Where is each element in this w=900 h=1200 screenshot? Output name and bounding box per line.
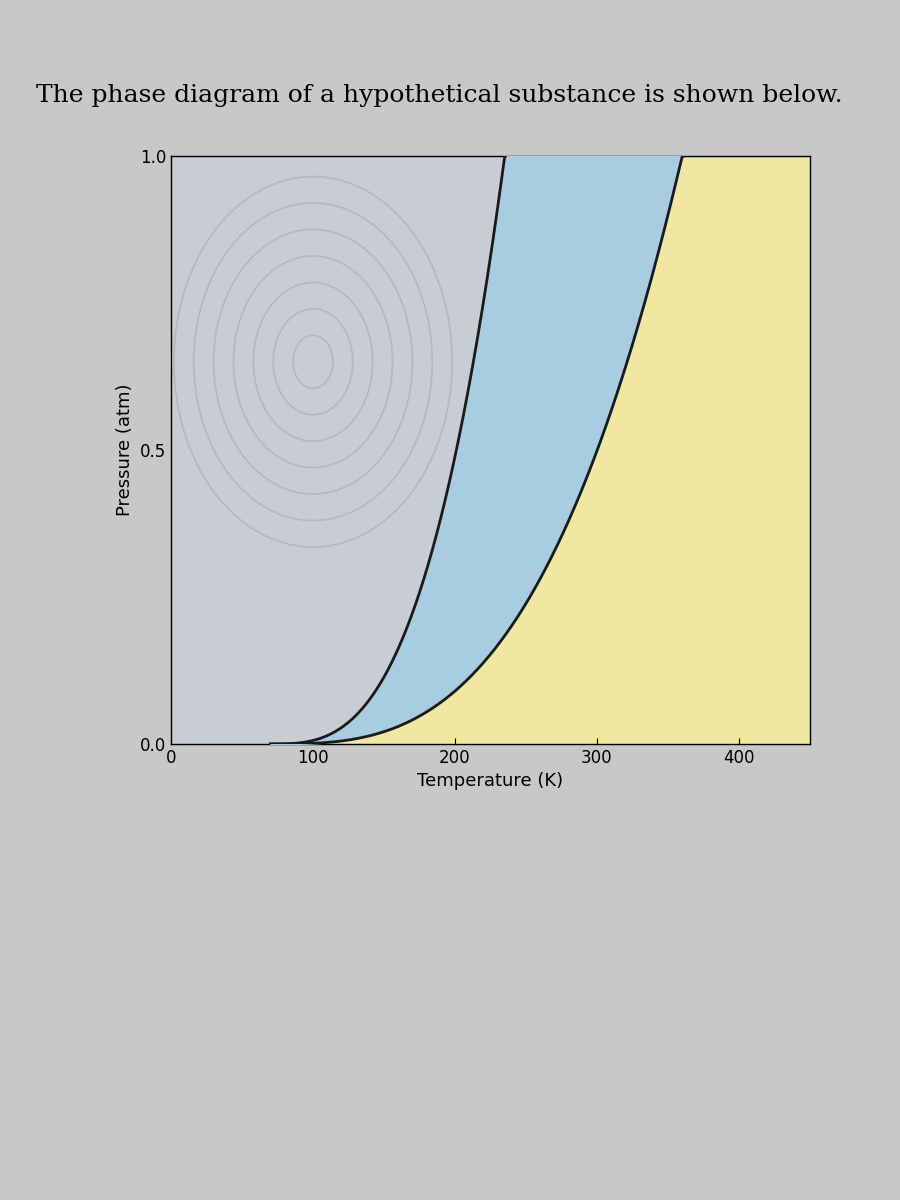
Text: The phase diagram of a hypothetical substance is shown below.: The phase diagram of a hypothetical subs… bbox=[36, 84, 842, 107]
Y-axis label: Pressure (atm): Pressure (atm) bbox=[116, 384, 134, 516]
X-axis label: Temperature (K): Temperature (K) bbox=[418, 773, 563, 791]
